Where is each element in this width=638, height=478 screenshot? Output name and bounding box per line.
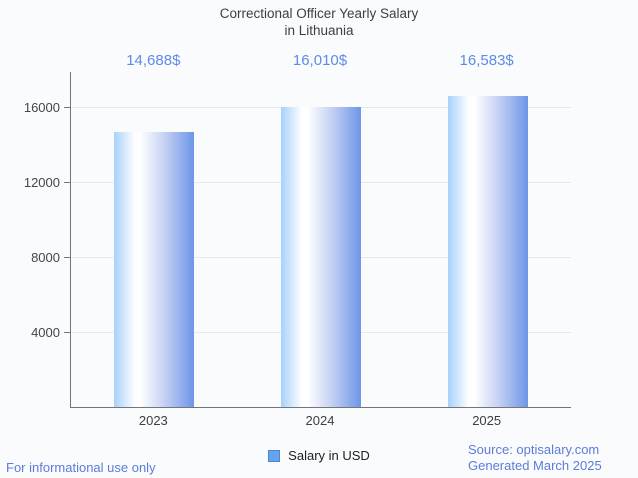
source-line: Source: optisalary.com — [468, 442, 600, 457]
x-axis-label: 2024 — [305, 413, 335, 428]
y-axis-tick — [64, 182, 70, 183]
chart-title-line2: in Lithuania — [284, 23, 354, 38]
plot-area — [70, 72, 571, 408]
x-axis-label: 2025 — [472, 413, 502, 428]
disclaimer-text: For informational use only — [6, 460, 156, 475]
legend: Salary in USD — [0, 448, 638, 463]
value-label: 16,583$ — [459, 52, 514, 69]
salary-bar — [447, 96, 528, 407]
chart-title-line1: Correctional Officer Yearly Salary — [219, 6, 419, 21]
y-axis-label: 16000 — [23, 100, 60, 115]
salary-bar — [281, 106, 361, 407]
chart-title: Correctional Officer Yearly Salary in Li… — [0, 5, 638, 39]
generated-line: Generated March 2025 — [468, 458, 602, 473]
y-axis-label: 4000 — [31, 325, 60, 340]
source-note: Source: optisalary.com Generated March 2… — [468, 442, 632, 474]
x-axis-label: 2023 — [138, 413, 168, 428]
y-axis-label: 8000 — [31, 250, 60, 265]
salary-bar — [114, 131, 195, 407]
value-label: 14,688$ — [126, 52, 181, 69]
y-axis-tick — [64, 257, 70, 258]
legend-label: Salary in USD — [288, 448, 370, 463]
value-label: 16,010$ — [292, 52, 348, 69]
legend-marker-icon — [268, 449, 281, 462]
y-axis-label: 12000 — [23, 175, 60, 190]
y-axis-tick — [64, 107, 70, 108]
y-axis-tick — [64, 332, 70, 333]
